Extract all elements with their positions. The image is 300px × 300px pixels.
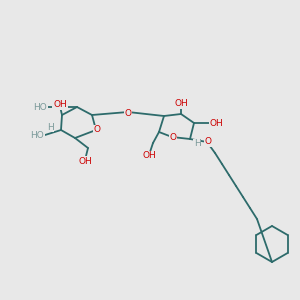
Text: H: H	[194, 140, 201, 148]
Text: O: O	[169, 133, 176, 142]
Text: OH: OH	[53, 100, 67, 109]
Text: HO: HO	[33, 103, 47, 112]
Text: O: O	[124, 109, 131, 118]
Text: OH: OH	[78, 157, 92, 166]
Text: H: H	[47, 122, 54, 131]
Text: OH: OH	[142, 152, 156, 160]
Text: O: O	[205, 137, 212, 146]
Text: OH: OH	[210, 118, 224, 127]
Text: OH: OH	[174, 99, 188, 108]
Text: O: O	[94, 125, 100, 134]
Text: HO: HO	[30, 130, 44, 140]
